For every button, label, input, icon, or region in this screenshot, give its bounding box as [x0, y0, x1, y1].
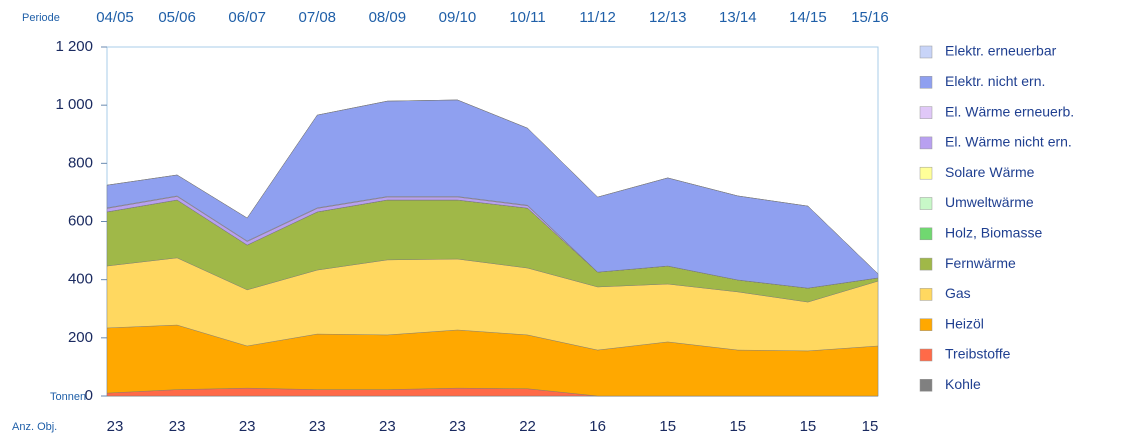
count: 16 — [589, 418, 606, 435]
period-label: 11/12 — [579, 9, 615, 26]
legend-label: El. Wärme erneuerb. — [945, 103, 1074, 119]
count: 15 — [659, 418, 676, 435]
legend-swatch — [919, 76, 933, 89]
legend-swatch — [919, 197, 933, 210]
legend-swatch — [919, 227, 933, 241]
legend-swatch — [919, 348, 933, 362]
period-label: 13/14 — [719, 9, 757, 26]
y-tick-label: 1 200 — [55, 38, 93, 55]
count: 23 — [107, 418, 124, 435]
count: 23 — [309, 418, 326, 435]
period-label: 10/11 — [509, 9, 545, 26]
y-tick-label: 400 — [68, 271, 93, 288]
period-label: 05/06 — [158, 9, 196, 26]
count: 15 — [862, 418, 879, 435]
legend-swatch — [919, 379, 933, 392]
legend-swatch — [919, 136, 933, 150]
legend-swatch — [919, 288, 933, 301]
legend-label: Solare Wärme — [945, 164, 1035, 180]
legend-label: Treibstoffe — [945, 346, 1011, 362]
count: 22 — [519, 418, 536, 435]
count: 23 — [449, 418, 466, 435]
period-label: 15/16 — [851, 9, 889, 26]
legend-swatch — [919, 257, 933, 271]
legend-label: Gas — [945, 285, 971, 301]
count-label: Anz. Obj. — [12, 421, 57, 433]
legend-swatch — [919, 166, 933, 180]
legend-label: Heizöl — [945, 315, 984, 331]
count: 23 — [169, 418, 186, 435]
legend-label: Elektr. nicht ern. — [945, 73, 1045, 89]
period-label: Periode — [22, 12, 60, 24]
count: 23 — [379, 418, 396, 435]
period-label: 09/10 — [439, 9, 477, 26]
count: 15 — [800, 418, 817, 435]
legend-label: Kohle — [945, 376, 981, 392]
legend-label: El. Wärme nicht ern. — [945, 134, 1072, 150]
y-tick-label: 1 000 — [55, 96, 93, 113]
y-tick-label: 800 — [68, 154, 93, 171]
period-label: 04/05 — [96, 9, 134, 26]
legend-label: Elektr. erneuerbar — [945, 43, 1057, 59]
y-tick-label: 0 — [85, 387, 93, 404]
area — [106, 99, 879, 274]
y-tick-label: 200 — [68, 329, 93, 346]
y-tick-label: 600 — [68, 212, 93, 229]
count: 15 — [729, 418, 746, 435]
period-label: 07/08 — [298, 9, 336, 26]
period-label: 14/15 — [789, 9, 827, 26]
period-label: 12/13 — [649, 9, 687, 26]
period-label: 08/09 — [369, 9, 407, 26]
legend-swatch — [919, 45, 933, 59]
legend-label: Fernwärme — [945, 255, 1016, 271]
legend-label: Holz, Biomasse — [945, 225, 1042, 241]
legend-label: Umweltwärme — [945, 194, 1034, 210]
count: 23 — [239, 418, 256, 435]
period-label: 06/07 — [228, 9, 266, 26]
legend-swatch — [919, 318, 933, 331]
legend-swatch — [919, 106, 933, 119]
unit-label: Tonnen — [50, 391, 86, 403]
